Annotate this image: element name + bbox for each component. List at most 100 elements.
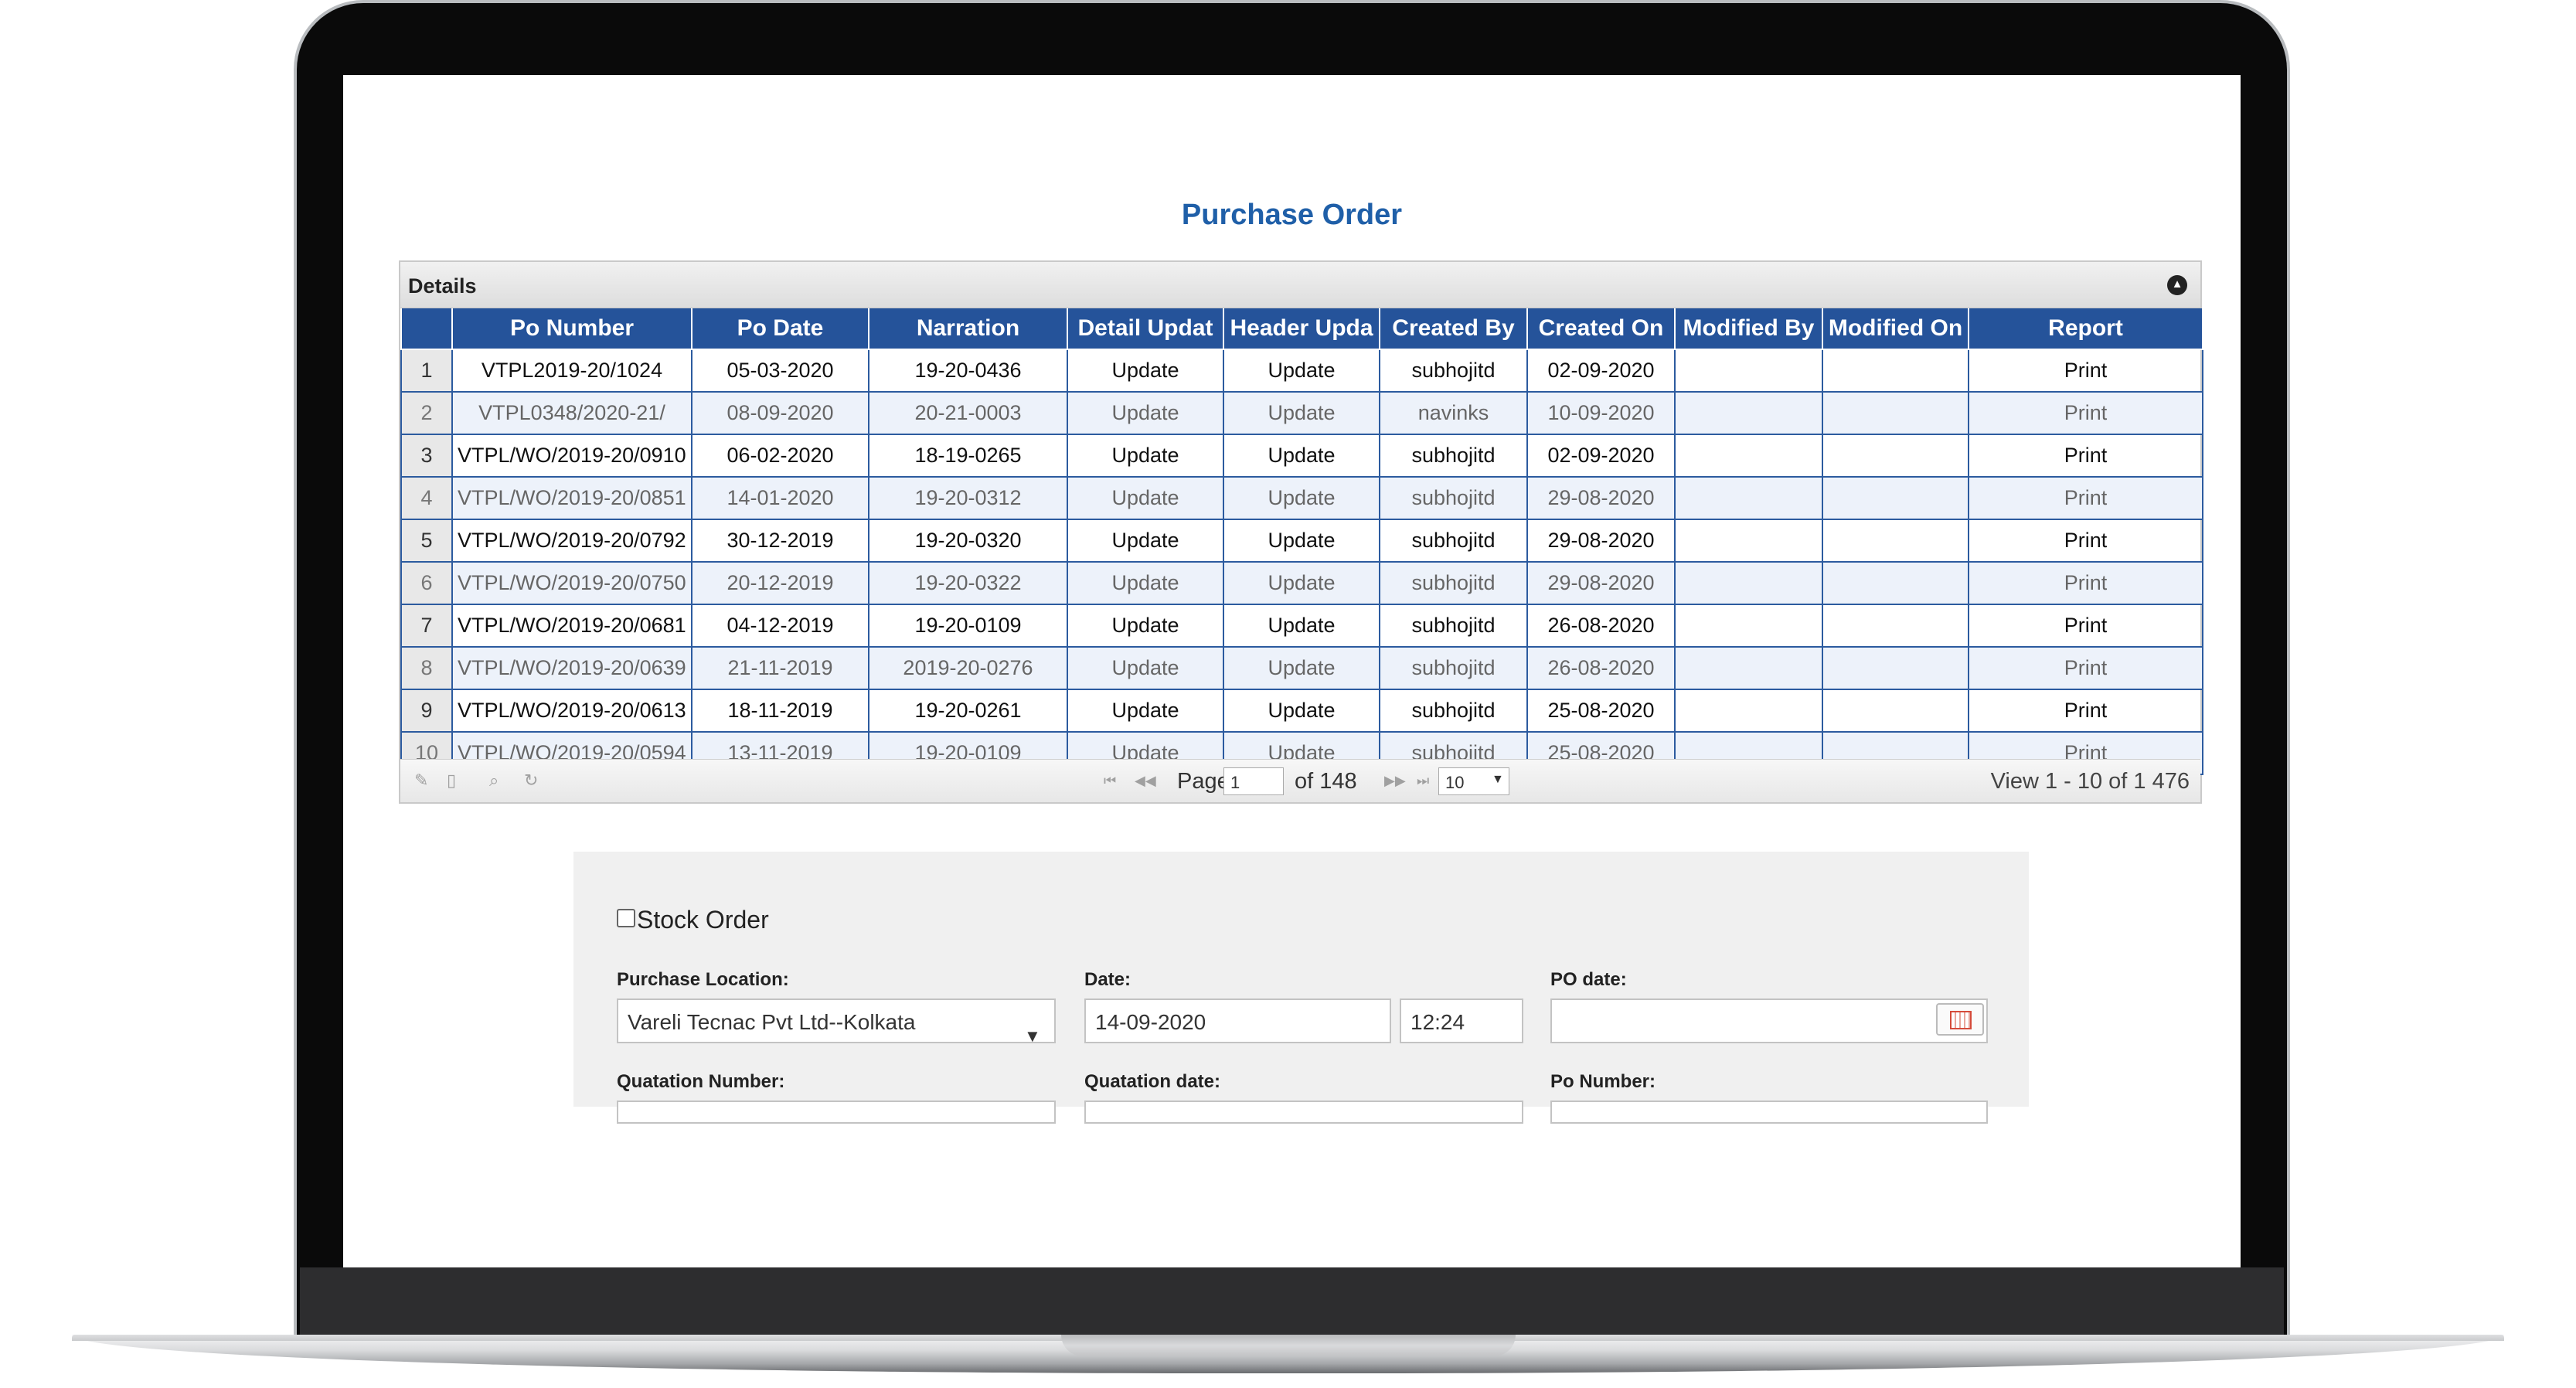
narration-cell: 19-20-0320 <box>868 519 1068 563</box>
first-page-icon[interactable]: ⏮ <box>1104 773 1117 788</box>
view-icon[interactable]: ▯ <box>447 771 457 790</box>
detail-update-link[interactable]: Update <box>1067 349 1224 393</box>
next-page-icon[interactable]: ▶▶ <box>1384 773 1406 788</box>
po-number-cell: VTPL/WO/2019-20/0851 <box>451 476 692 520</box>
header-update-link[interactable]: Update <box>1223 561 1380 605</box>
page-number-input[interactable]: 1 <box>1223 767 1284 795</box>
date-field[interactable]: 14-09-2020 <box>1084 998 1391 1043</box>
edit-icon[interactable]: ✎ <box>414 771 429 790</box>
modified-by-cell <box>1674 561 1823 605</box>
detail-update-link[interactable]: Update <box>1067 519 1224 563</box>
header-update-link[interactable]: Update <box>1223 391 1380 435</box>
print-link[interactable]: Print <box>1968 434 2203 478</box>
row-number: 7 <box>400 604 453 648</box>
modified-on-cell <box>1822 391 1969 435</box>
column-header[interactable]: Created By <box>1379 308 1528 350</box>
detail-update-link[interactable]: Update <box>1067 561 1224 605</box>
print-link[interactable]: Print <box>1968 476 2203 520</box>
print-link[interactable]: Print <box>1968 349 2203 393</box>
table-row[interactable]: 3 VTPL/WO/2019-20/0910 06-02-2020 18-19-… <box>400 434 2203 478</box>
created-by-cell: subhojitd <box>1379 519 1528 563</box>
header-update-link[interactable]: Update <box>1223 646 1380 690</box>
purchase-location-select[interactable]: Vareli Tecnac Pvt Ltd--Kolkata <box>617 998 1056 1043</box>
detail-update-link[interactable]: Update <box>1067 476 1224 520</box>
table-row[interactable]: 1 VTPL2019-20/1024 05-03-2020 19-20-0436… <box>400 349 2203 393</box>
prev-page-icon[interactable]: ◀◀ <box>1135 773 1156 788</box>
purchase-order-grid: Details ▲ Po Number Po Date Narration De… <box>399 260 2203 804</box>
created-on-cell: 26-08-2020 <box>1526 646 1676 690</box>
modified-on-cell <box>1822 604 1969 648</box>
print-link[interactable]: Print <box>1968 646 2203 690</box>
column-header[interactable]: Created On <box>1526 308 1676 350</box>
table-row[interactable]: 2 VTPL0348/2020-21/ 08-09-2020 20-21-000… <box>400 391 2203 435</box>
column-header[interactable]: Report <box>1968 308 2203 350</box>
po-date-field[interactable] <box>1550 998 1988 1043</box>
table-row[interactable]: 7 VTPL/WO/2019-20/0681 04-12-2019 19-20-… <box>400 604 2203 648</box>
header-update-link[interactable]: Update <box>1223 476 1380 520</box>
record-count: View 1 - 10 of 1 476 <box>1990 769 2190 794</box>
header-update-link[interactable]: Update <box>1223 349 1380 393</box>
table-row[interactable]: 9 VTPL/WO/2019-20/0613 18-11-2019 19-20-… <box>400 689 2203 733</box>
detail-update-link[interactable]: Update <box>1067 604 1224 648</box>
created-by-cell: subhojitd <box>1379 689 1528 733</box>
chevron-down-icon: ▼ <box>1024 1026 1041 1046</box>
po-date-cell: 18-11-2019 <box>691 689 869 733</box>
grid-table: Po Number Po Date Narration Detail Updat… <box>400 308 2203 775</box>
modified-by-cell <box>1674 349 1823 393</box>
created-on-cell: 10-09-2020 <box>1526 391 1676 435</box>
column-header[interactable]: Po Number <box>451 308 692 350</box>
table-row[interactable]: 5 VTPL/WO/2019-20/0792 30-12-2019 19-20-… <box>400 519 2203 563</box>
created-on-cell: 29-08-2020 <box>1526 561 1676 605</box>
table-row[interactable]: 8 VTPL/WO/2019-20/0639 21-11-2019 2019-2… <box>400 646 2203 690</box>
page-size-select[interactable]: 10 <box>1438 767 1509 795</box>
grid-pager: ✎ ▯ ⌕ ↻ ⏮ ◀◀ Page 1 of 148 ▶▶ ⏭ 10 ▼ Vie… <box>400 759 2200 802</box>
table-row[interactable]: 4 VTPL/WO/2019-20/0851 14-01-2020 19-20-… <box>400 476 2203 520</box>
time-field[interactable]: 12:24 <box>1400 998 1523 1043</box>
po-number-field[interactable] <box>1550 1101 1988 1124</box>
modified-by-cell <box>1674 604 1823 648</box>
header-update-link[interactable]: Update <box>1223 689 1380 733</box>
calendar-button[interactable] <box>1936 1003 1984 1036</box>
refresh-icon[interactable]: ↻ <box>524 771 539 790</box>
column-header[interactable]: Po Date <box>691 308 869 350</box>
column-header[interactable]: Narration <box>868 308 1068 350</box>
column-header[interactable]: Header Upda <box>1223 308 1380 350</box>
print-link[interactable]: Print <box>1968 561 2203 605</box>
modified-on-cell <box>1822 689 1969 733</box>
stock-order-checkbox[interactable] <box>617 909 635 927</box>
narration-cell: 19-20-0109 <box>868 604 1068 648</box>
collapse-icon[interactable]: ▲ <box>2167 275 2187 295</box>
quotation-number-field[interactable] <box>617 1101 1056 1124</box>
po-date-cell: 04-12-2019 <box>691 604 869 648</box>
created-by-cell: subhojitd <box>1379 604 1528 648</box>
quotation-date-field[interactable] <box>1084 1101 1523 1124</box>
column-header[interactable]: Modified By <box>1674 308 1823 350</box>
column-header[interactable]: Modified On <box>1822 308 1969 350</box>
print-link[interactable]: Print <box>1968 391 2203 435</box>
created-by-cell: subhojitd <box>1379 434 1528 478</box>
header-update-link[interactable]: Update <box>1223 519 1380 563</box>
print-link[interactable]: Print <box>1968 689 2203 733</box>
search-icon[interactable]: ⌕ <box>489 771 499 790</box>
detail-update-link[interactable]: Update <box>1067 646 1224 690</box>
detail-update-link[interactable]: Update <box>1067 689 1224 733</box>
print-link[interactable]: Print <box>1968 604 2203 648</box>
table-row[interactable]: 6 VTPL/WO/2019-20/0750 20-12-2019 19-20-… <box>400 561 2203 605</box>
po-number-cell: VTPL/WO/2019-20/0613 <box>451 689 692 733</box>
quotation-date-label: Quatation date: <box>1084 1071 1221 1092</box>
detail-update-link[interactable]: Update <box>1067 434 1224 478</box>
narration-cell: 18-19-0265 <box>868 434 1068 478</box>
laptop-screen: Purchase Order Details ▲ Po Number Po Da… <box>343 75 2241 1267</box>
last-page-icon[interactable]: ⏭ <box>1417 773 1430 788</box>
header-update-link[interactable]: Update <box>1223 604 1380 648</box>
row-number: 3 <box>400 434 453 478</box>
modified-by-cell <box>1674 689 1823 733</box>
print-link[interactable]: Print <box>1968 519 2203 563</box>
column-header[interactable]: Detail Updat <box>1067 308 1224 350</box>
column-header-row-number <box>400 308 453 350</box>
detail-update-link[interactable]: Update <box>1067 391 1224 435</box>
header-update-link[interactable]: Update <box>1223 434 1380 478</box>
po-number-cell: VTPL/WO/2019-20/0681 <box>451 604 692 648</box>
narration-cell: 19-20-0261 <box>868 689 1068 733</box>
modified-by-cell <box>1674 519 1823 563</box>
